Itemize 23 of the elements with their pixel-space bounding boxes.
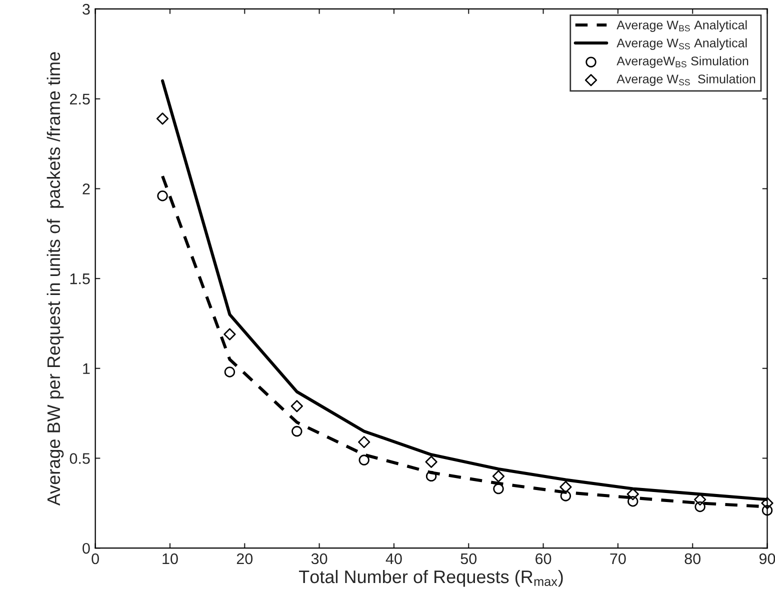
x-axis-title: Total Number of Requests (R$_{max}$)	[298, 570, 563, 587]
y-tick-label: 2.5	[70, 94, 90, 105]
x-tick-label: 20	[236, 553, 253, 564]
legend-label: Average W$_{SS}$ Simulation	[616, 74, 756, 86]
x-tick-label: 70	[610, 553, 626, 564]
x-tick-label: 80	[684, 553, 700, 564]
y-tick-label: 0	[82, 542, 90, 554]
y-tick-label: 2	[82, 184, 90, 194]
legend-label: AverageW$_{BS}$ Simulation	[616, 56, 748, 68]
x-tick-label: 40	[386, 553, 402, 564]
y-tick-label: 1.5	[70, 274, 90, 284]
y-tick-label: 3	[82, 4, 90, 15]
x-tick-label: 30	[311, 553, 328, 564]
legend-label: Average W$_{BS}$ Analytical	[616, 20, 747, 32]
y-tick-label: 1	[83, 363, 90, 374]
x-tick-label: 60	[536, 553, 552, 564]
x-tick-label: 0	[92, 553, 99, 564]
legend-label: Average W$_{SS}$ Analytical	[616, 38, 747, 50]
x-tick-label: 10	[162, 553, 178, 564]
x-tick-label: 50	[460, 553, 477, 564]
y-axis-title: Average BW per Request in units of packets /frame time	[46, 52, 64, 506]
y-tick-label: 0.5	[70, 453, 90, 464]
x-tick-label: 90	[759, 553, 775, 564]
